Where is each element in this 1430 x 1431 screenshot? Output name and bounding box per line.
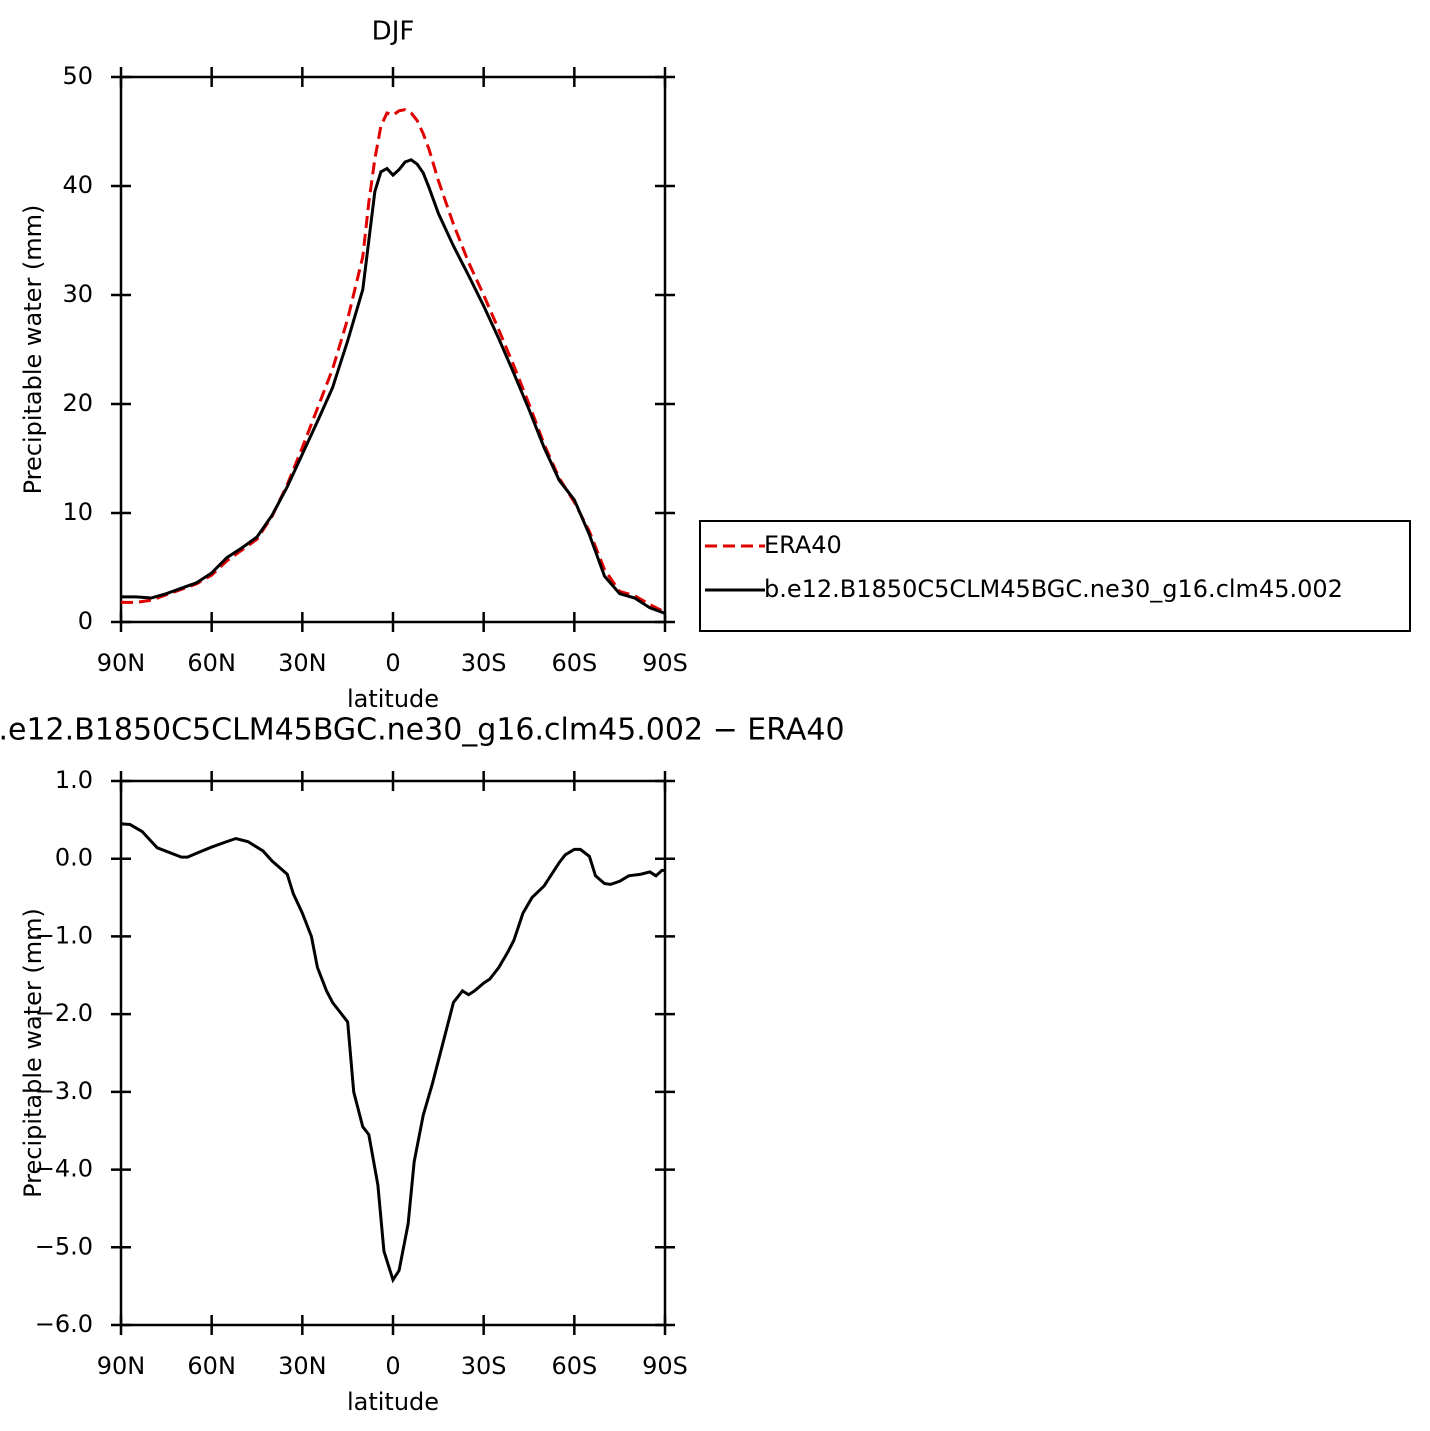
y-tick-label: 50 <box>62 62 93 90</box>
y-tick-label: 10 <box>62 498 93 526</box>
y-tick-label: −5.0 <box>35 1232 93 1260</box>
data-line <box>121 158 666 615</box>
x-tick-label: 90N <box>97 1352 146 1380</box>
y-tick-label: −2.0 <box>35 999 93 1027</box>
x-tick-label: 30N <box>278 1352 327 1380</box>
data-line <box>120 822 665 1284</box>
x-tick-label: 90N <box>97 649 146 677</box>
y-tick-label: 0.0 <box>55 844 93 872</box>
plot-frame <box>119 75 667 624</box>
x-tick-label: 30N <box>278 649 327 677</box>
x-tick-label: 0 <box>385 1352 400 1380</box>
x-tick-label: 90S <box>642 649 688 677</box>
chart-title: b.e12.B1850C5CLM45BGC.ne30_g16.clm45.002… <box>0 713 845 748</box>
chart-title: DJF <box>372 17 415 47</box>
y-axis-label: Precipitable water (mm) <box>19 205 47 495</box>
legend-label: b.e12.B1850C5CLM45BGC.ne30_g16.clm45.002 <box>764 575 1343 603</box>
data-line <box>121 108 666 614</box>
y-tick-label: −6.0 <box>35 1310 93 1338</box>
y-tick-label: −4.0 <box>35 1155 93 1183</box>
y-tick-label: 20 <box>62 389 93 417</box>
x-tick-label: 0 <box>385 649 400 677</box>
y-tick-label: 0 <box>78 607 93 635</box>
x-tick-label: 90S <box>642 1352 688 1380</box>
plot-frame <box>119 779 667 1327</box>
x-tick-label: 60N <box>187 1352 236 1380</box>
x-tick-label: 30S <box>461 1352 507 1380</box>
x-axis-label: latitude <box>347 1388 439 1416</box>
x-tick-label: 60S <box>551 649 597 677</box>
x-tick-label: 60N <box>187 649 236 677</box>
y-tick-label: 30 <box>62 280 93 308</box>
legend-label: ERA40 <box>764 531 842 559</box>
y-tick-label: 40 <box>62 171 93 199</box>
y-axis-label: Precipitable water (mm) <box>19 908 47 1198</box>
y-tick-label: −3.0 <box>35 1077 93 1105</box>
x-axis-label: latitude <box>347 685 439 713</box>
y-tick-label: −1.0 <box>35 921 93 949</box>
x-tick-label: 60S <box>551 1352 597 1380</box>
legend-box <box>699 520 1411 632</box>
x-tick-label: 30S <box>461 649 507 677</box>
y-tick-label: 1.0 <box>55 766 93 794</box>
